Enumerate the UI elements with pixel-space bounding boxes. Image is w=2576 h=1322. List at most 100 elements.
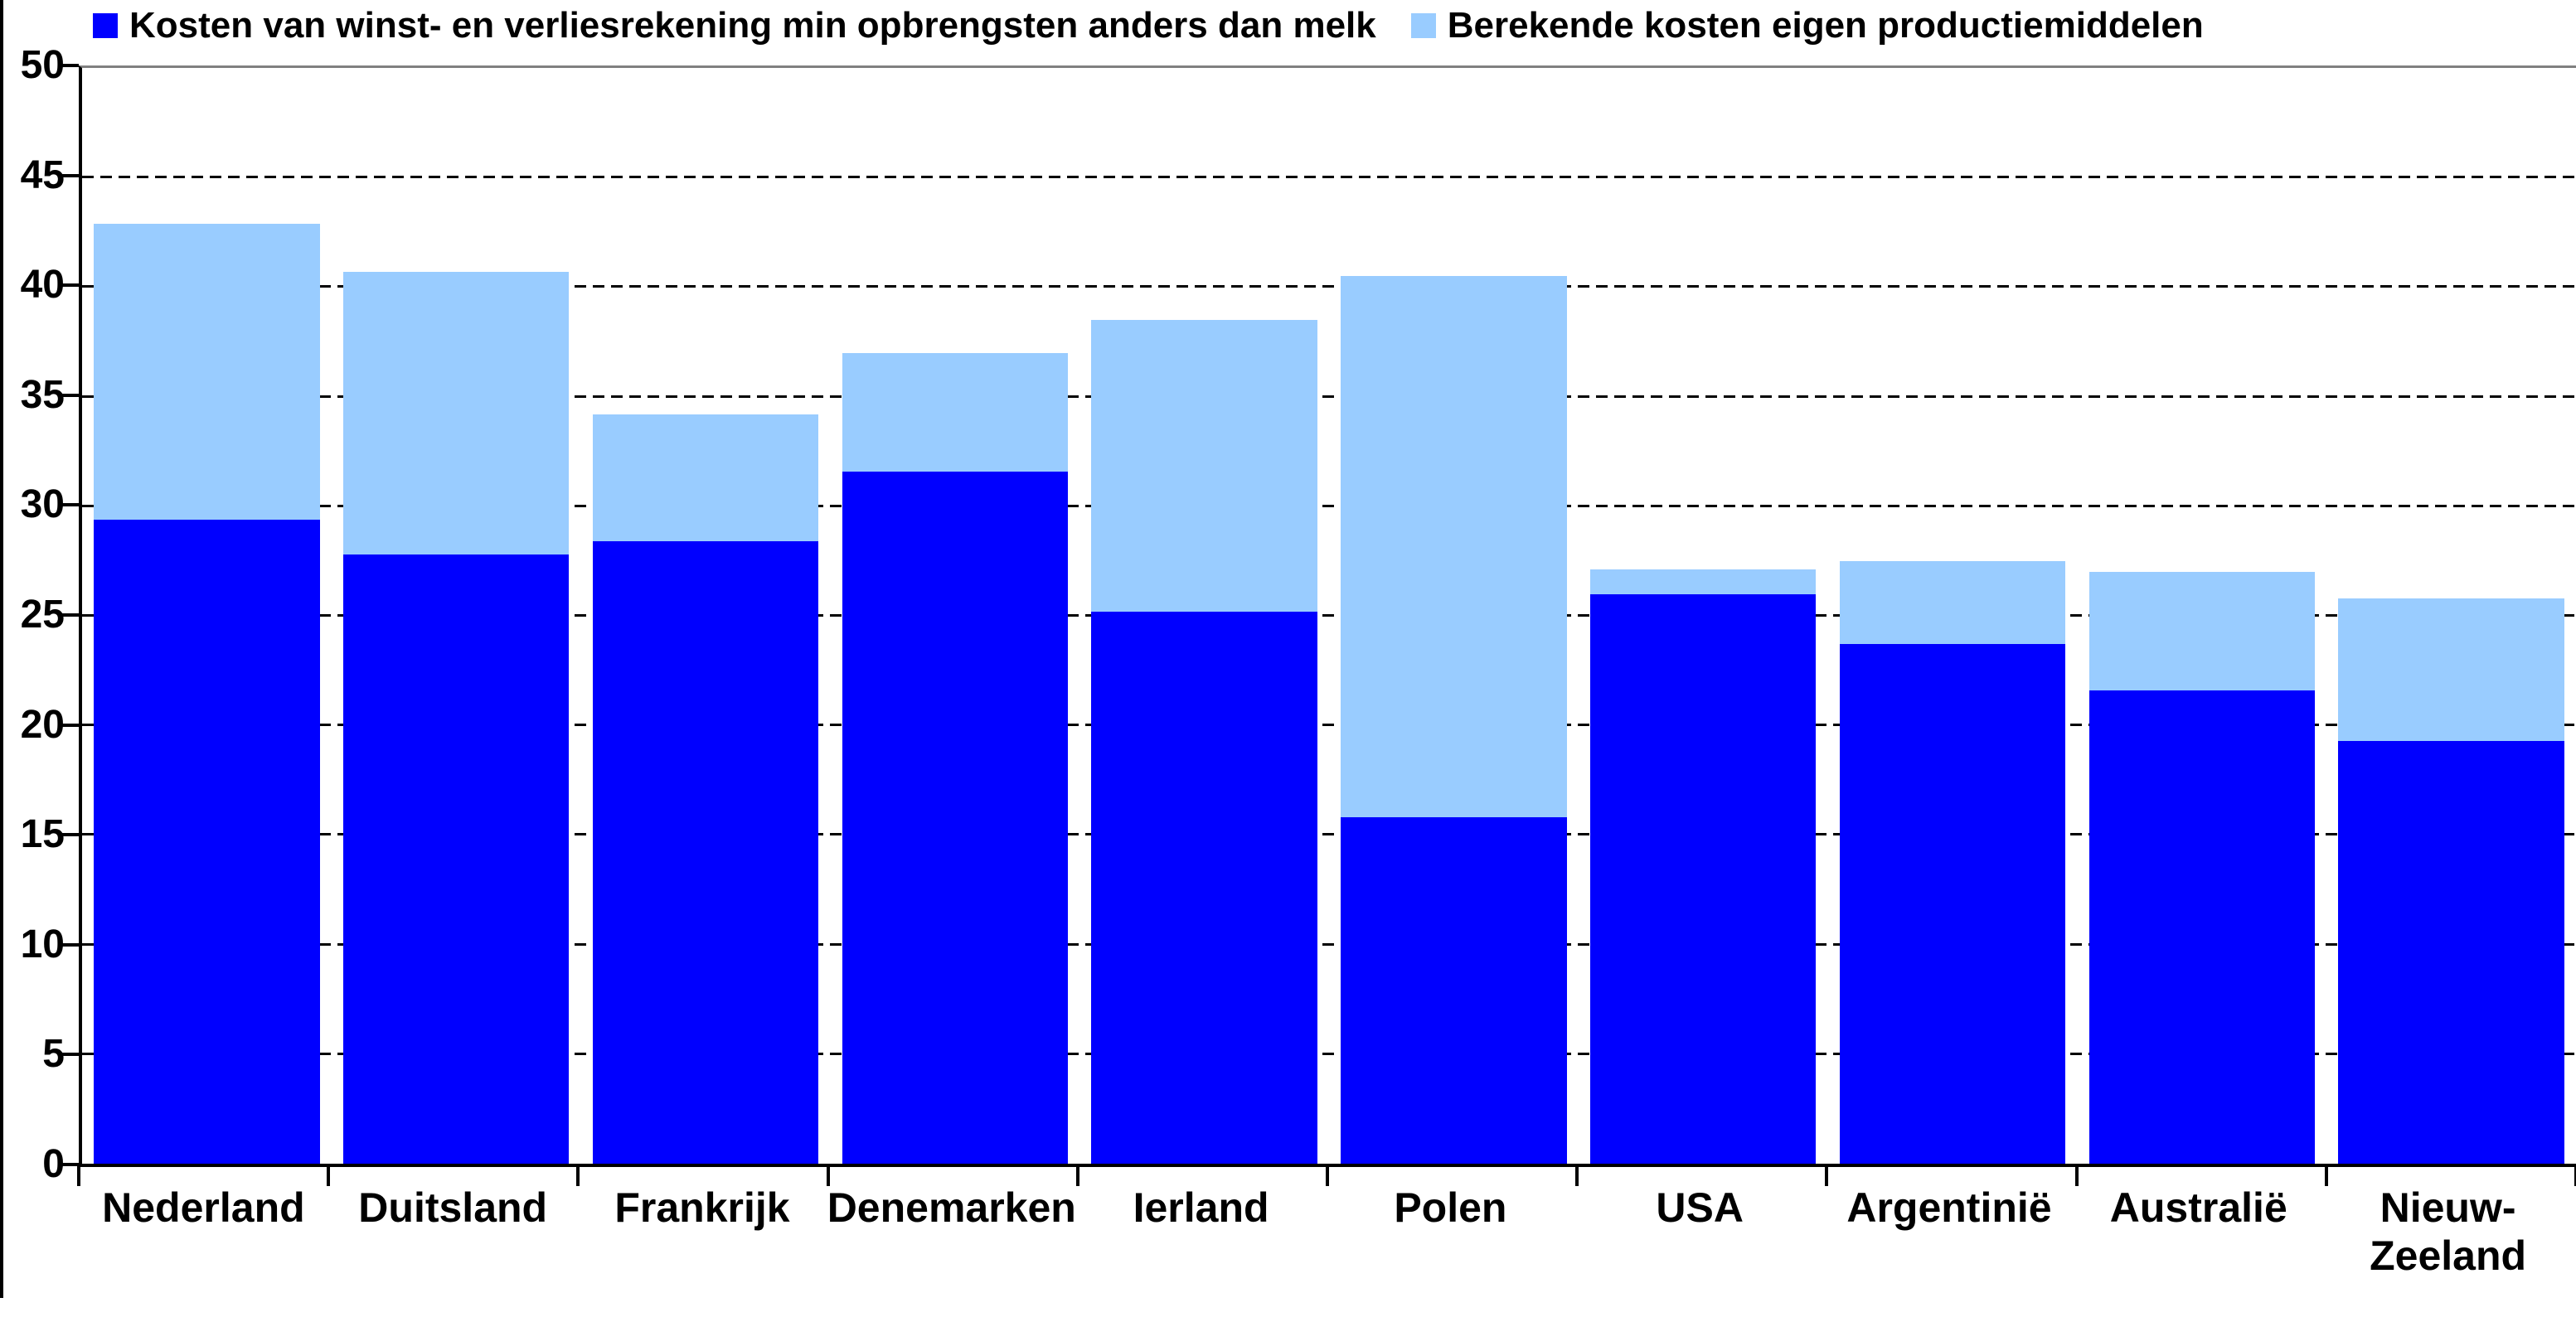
stacked-bar-polen	[1341, 276, 1567, 1164]
stacked-bar-frankrijk	[592, 414, 819, 1164]
bar-slot	[82, 68, 332, 1164]
y-axis-tick	[59, 613, 79, 617]
bar-segment-dark	[2338, 740, 2564, 1164]
x-axis-label: Denemarken	[827, 1184, 1076, 1231]
y-axis-label-25: 25	[20, 593, 65, 637]
x-axis-label: Nieuw- Zeeland	[2370, 1184, 2527, 1279]
x-axis-label: Ierland	[1133, 1184, 1269, 1231]
y-axis-tick	[59, 1053, 79, 1057]
x-axis-label: Nederland	[102, 1184, 305, 1231]
y-axis-label-10: 10	[20, 922, 65, 966]
bar-segment-light	[2338, 598, 2564, 741]
x-axis-tick	[576, 1165, 580, 1186]
x-axis-tick	[1575, 1165, 1579, 1186]
bar-segment-dark	[94, 519, 320, 1164]
y-axis-label-50: 50	[20, 43, 65, 87]
bar-segment-dark	[1091, 611, 1317, 1164]
y-axis-tick	[59, 833, 79, 837]
y-axis-tick	[59, 942, 79, 947]
bar-segment-dark	[2088, 690, 2316, 1164]
gridline-35	[82, 395, 2576, 398]
x-axis-tick	[2574, 1165, 2576, 1186]
gridline-40	[82, 285, 2576, 288]
y-axis-label-5: 5	[42, 1032, 65, 1077]
bar-slot	[332, 68, 581, 1164]
bar-segment-light	[1341, 276, 1567, 818]
bar-segment-light	[2088, 572, 2316, 690]
bar-segment-dark	[842, 471, 1069, 1164]
bar-segment-dark	[342, 554, 570, 1164]
y-axis-label-0: 0	[42, 1142, 65, 1186]
legend-swatch-light-blue-icon	[1410, 13, 1436, 38]
bar-segment-light	[342, 271, 570, 554]
legend-item-calculated: Berekende kosten eigen productiemiddelen	[1410, 5, 2204, 46]
x-axis-label: Frankrijk	[614, 1184, 790, 1231]
y-axis-label-30: 30	[20, 482, 65, 527]
legend: Kosten van winst- en verliesrekening min…	[93, 5, 2204, 46]
gridline-30	[82, 504, 2576, 507]
bar-segment-dark	[1839, 644, 2066, 1164]
y-axis-label-40: 40	[20, 263, 65, 307]
y-axis-tick	[59, 393, 79, 397]
x-axis-tick	[826, 1165, 830, 1186]
bar-segment-light	[1589, 569, 1817, 594]
x-axis-label: Argentinië	[1846, 1184, 2052, 1231]
gridline-20	[82, 724, 2576, 727]
gridline-15	[82, 833, 2576, 836]
stacked-bar-ierland	[1091, 320, 1317, 1164]
gridline-10	[82, 942, 2576, 946]
stacked-bar-duitsland	[342, 271, 570, 1164]
stacked-bar-nieuwzeeland	[2338, 598, 2564, 1164]
y-axis-tick	[59, 723, 79, 727]
x-axis-label: Australië	[2109, 1184, 2287, 1231]
stacked-bar-argentinië	[1839, 560, 2066, 1164]
y-axis-label-15: 15	[20, 812, 65, 857]
bar-slot	[1329, 68, 1579, 1164]
legend-label-calculated: Berekende kosten eigen productiemiddelen	[1447, 5, 2204, 46]
bar-slot	[1579, 68, 1828, 1164]
bar-slot	[1079, 68, 1329, 1164]
x-axis-tick	[1326, 1165, 1329, 1186]
y-axis-label-45: 45	[20, 153, 65, 197]
x-axis-label: USA	[1656, 1184, 1744, 1231]
y-axis-label-20: 20	[20, 702, 65, 747]
bar-segment-dark	[1589, 593, 1817, 1164]
stacked-bar-nederland	[94, 223, 320, 1164]
y-axis-tick	[59, 173, 79, 177]
bar-segment-light	[1091, 320, 1317, 612]
legend-item-costs: Kosten van winst- en verliesrekening min…	[93, 5, 1376, 46]
gridline-5	[82, 1052, 2576, 1055]
bar-slot	[830, 68, 1079, 1164]
stacked-bar-denemarken	[842, 352, 1069, 1164]
x-axis-label: Duitsland	[358, 1184, 548, 1231]
bar-slot	[581, 68, 831, 1164]
y-axis-tick	[59, 283, 79, 288]
bar-slot	[2326, 68, 2576, 1164]
bar-segment-light	[842, 352, 1069, 472]
legend-label-costs: Kosten van winst- en verliesrekening min…	[129, 5, 1376, 46]
legend-swatch-dark-blue-icon	[93, 13, 118, 38]
y-axis-tick	[59, 1163, 79, 1166]
x-axis-labels: Nederland Duitsland Frankrijk Denemarken Ier…	[79, 1184, 2573, 1280]
bar-segment-light	[94, 223, 320, 520]
bar-segment-light	[592, 414, 819, 542]
y-axis-label-35: 35	[20, 372, 65, 417]
gridline-45	[82, 176, 2576, 179]
plot-area	[79, 65, 2576, 1167]
x-axis-tick	[1825, 1165, 1829, 1186]
bar-segment-light	[1839, 560, 2066, 645]
x-axis-tick	[2074, 1165, 2079, 1186]
bar-segment-dark	[592, 541, 819, 1164]
y-axis-tick	[59, 503, 79, 507]
x-axis-tick	[1075, 1165, 1079, 1186]
x-axis-tick	[2324, 1165, 2328, 1186]
stacked-bar-usa	[1589, 569, 1817, 1164]
gridline-25	[82, 614, 2576, 617]
x-axis-label: Polen	[1394, 1184, 1507, 1231]
stacked-bar-australië	[2088, 572, 2316, 1164]
x-axis-tick	[327, 1165, 331, 1186]
y-axis-tick	[59, 64, 79, 67]
bar-segment-dark	[1341, 817, 1567, 1164]
bar-slot	[1828, 68, 2078, 1164]
